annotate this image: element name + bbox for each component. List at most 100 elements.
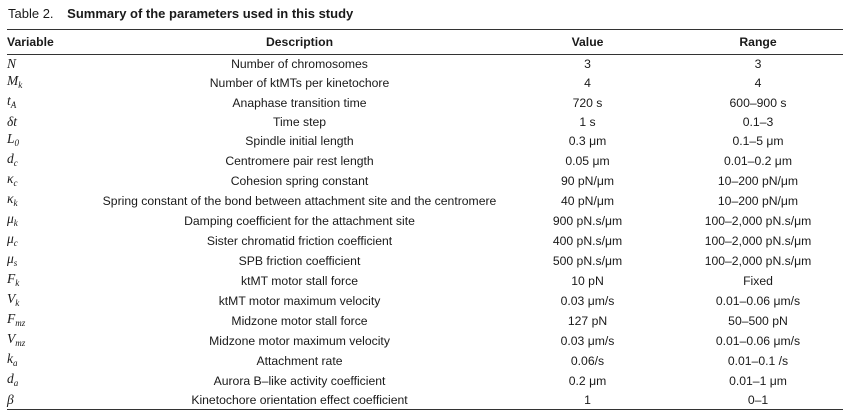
variable-subscript: k: [13, 218, 18, 229]
variable-subscript: a: [13, 358, 18, 369]
variable-symbol: Fk: [7, 271, 20, 289]
range-cell: 100–2,000 pN.s/μm: [704, 214, 812, 229]
description-cell: Midzone motor stall force: [231, 314, 368, 329]
range-cell: 100–2,000 pN.s/μm: [704, 254, 812, 269]
variable-cell: Fk: [7, 271, 97, 291]
range-cell: 50–500 pN: [728, 314, 788, 329]
variable-cell: Vmz: [7, 331, 97, 351]
variable-subscript: c: [13, 178, 18, 189]
variable-subscript: k: [15, 278, 20, 289]
variable-symbol: N: [7, 56, 16, 71]
value-cell: 400 pN.s/μm: [552, 234, 623, 249]
variable-subscript: c: [13, 238, 18, 249]
variable-symbol: Mk: [7, 72, 23, 90]
description-cell: Centromere pair rest length: [225, 154, 374, 169]
variable-base: L: [7, 131, 15, 147]
header-value: Value: [571, 35, 604, 49]
variable-symbol: μk: [7, 211, 18, 229]
variable-cell: Vk: [7, 291, 97, 311]
variable-base: κ: [7, 171, 14, 187]
value-cell: 4: [584, 75, 591, 90]
variable-cell: da: [7, 371, 97, 391]
description-cell: Number of ktMTs per kinetochore: [209, 75, 390, 90]
variable-base: t: [7, 92, 11, 108]
value-cell: 500 pN.s/μm: [552, 254, 623, 269]
range-cell: 4: [754, 75, 762, 90]
variable-cell: tA: [7, 93, 97, 113]
range-cell: 10–200 pN/μm: [717, 174, 799, 189]
variable-subscript: k: [18, 79, 23, 90]
range-cell: 0–1: [747, 392, 769, 407]
variable-symbol: Fmz: [7, 311, 26, 329]
range-cell: 0.1–5 μm: [732, 134, 784, 149]
variable-base: μ: [7, 211, 14, 227]
variable-cell: dc: [7, 151, 97, 171]
description-cell: Kinetochore orientation effect coefficie…: [191, 392, 408, 407]
description-cell: Aurora B–like activity coefficient: [213, 374, 386, 389]
variable-symbol: dc: [7, 151, 18, 168]
value-cell: 0.2 μm: [568, 374, 607, 389]
variable-cell: δt: [7, 113, 97, 131]
range-cell: 0.01–0.2 μm: [723, 154, 792, 169]
variable-cell: Fmz: [7, 311, 97, 331]
variable-symbol: κk: [7, 191, 18, 209]
variable-base: μ: [7, 251, 14, 267]
variable-cell: μs: [7, 251, 97, 271]
table-row: L0 Spindle initial length 0.3 μm 0.1–5 μm: [7, 131, 843, 151]
variable-symbol: β: [7, 392, 14, 407]
value-cell: 720 s: [572, 95, 603, 110]
table-row: dc Centromere pair rest length 0.05 μm 0.01…: [7, 151, 843, 171]
table-number: Table 2.: [8, 6, 54, 21]
table-row: Vk ktMT motor maximum velocity 0.03 μm/s 0.…: [7, 291, 843, 311]
variable-symbol: tA: [7, 92, 17, 110]
range-cell: 600–900 s: [729, 95, 787, 110]
header-row: Variable Description Value Range: [7, 29, 843, 55]
value-cell: 0.03 μm/s: [560, 294, 615, 309]
variable-symbol: da: [7, 371, 18, 388]
variable-subscript: k: [13, 198, 18, 209]
header-description: Description: [265, 35, 334, 49]
table-row: μs SPB friction coefficient 500 pN.s/μm 100…: [7, 251, 843, 271]
table-title: Summary of the parameters used in this s…: [67, 6, 354, 21]
variable-base: d: [7, 151, 14, 167]
description-cell: Damping coefficient for the attachment s…: [184, 214, 415, 229]
description-cell: SPB friction coefficient: [238, 254, 361, 269]
variable-base: M: [7, 72, 19, 88]
variable-subscript: 0: [14, 138, 20, 149]
value-cell: 3: [584, 56, 591, 71]
table-row: κk Spring constant of the bond between at…: [7, 191, 843, 211]
table-header: Variable Description Value Range: [7, 29, 843, 55]
table-row: Vmz Midzone motor maximum velocity 0.03 μm…: [7, 331, 843, 351]
header-variable: Variable: [7, 35, 54, 49]
description-cell: Anaphase transition time: [232, 95, 367, 110]
table-row: μc Sister chromatid friction coefficient 4…: [7, 231, 843, 251]
variable-cell: μc: [7, 231, 97, 251]
table-row: Mk Number of ktMTs per kinetochore 4 4: [7, 73, 843, 93]
variable-base: N: [7, 55, 17, 71]
table-row: tA Anaphase transition time 720 s 600–900 s: [7, 93, 843, 113]
table-row: δt Time step 1 s 0.1–3: [7, 113, 843, 131]
description-cell: Midzone motor maximum velocity: [209, 334, 390, 349]
table-caption: Table 2. Summary of the parameters used …: [8, 6, 353, 21]
table-row: da Aurora B–like activity coefficient 0.2 …: [7, 371, 843, 391]
variable-cell: κk: [7, 191, 97, 211]
variable-subscript: A: [10, 99, 17, 110]
table-row: Fk ktMT motor stall force 10 pN Fixed: [7, 271, 843, 291]
value-cell: 1: [584, 392, 591, 407]
table-row: β Kinetochore orientation effect coeffici…: [7, 391, 843, 410]
variable-base: δt: [7, 113, 18, 129]
table-row: κc Cohesion spring constant 90 pN/μm 10–200…: [7, 171, 843, 191]
value-cell: 10 pN: [571, 274, 604, 289]
description-cell: Spindle initial length: [245, 134, 354, 149]
range-cell: 0.01–1 μm: [729, 374, 787, 389]
value-cell: 900 pN.s/μm: [552, 214, 623, 229]
variable-subscript: mz: [15, 318, 26, 329]
value-cell: 0.06/s: [570, 354, 605, 369]
variable-cell: Mk: [7, 73, 97, 93]
variable-symbol: ka: [7, 351, 18, 369]
variable-base: F: [7, 311, 16, 327]
table-row: Fmz Midzone motor stall force 127 pN 50–500…: [7, 311, 843, 331]
table-body: N Number of chromosomes 3 3 Mk Number of ktMT…: [7, 55, 843, 410]
value-cell: 0.05 μm: [565, 154, 610, 169]
variable-base: μ: [7, 231, 14, 247]
